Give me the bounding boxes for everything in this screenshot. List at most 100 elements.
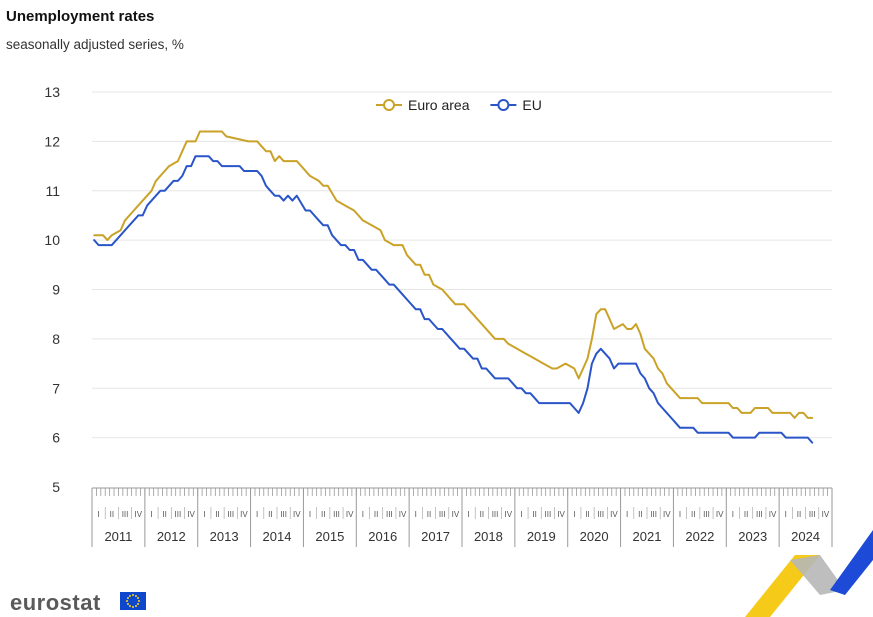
x-quarter-label: II [691,510,695,519]
x-quarter-label: II [532,510,536,519]
chart-title: Unemployment rates [6,8,155,25]
eurostat-logo: eurostat [10,590,101,615]
x-quarter-label: IV [716,510,724,519]
eu-flag-icon [120,592,146,610]
x-quarter-label: IV [822,510,830,519]
y-tick-label: 8 [52,331,60,347]
x-year-label: 2022 [685,529,714,544]
x-quarter-label: II [162,510,166,519]
x-quarter-label: II [638,510,642,519]
x-quarter-label: III [703,510,710,519]
y-tick-label: 10 [44,232,60,248]
x-quarter-label: I [256,510,258,519]
x-quarter-label: III [809,510,816,519]
x-year-label: 2021 [633,529,662,544]
x-year-label: 2019 [527,529,556,544]
y-tick-label: 9 [52,282,60,298]
flag-star [137,603,140,605]
x-quarter-label: IV [663,510,671,519]
x-year-label: 2014 [263,529,292,544]
x-quarter-label: III [227,510,234,519]
decor-ribbon-blue [830,530,873,595]
x-year-label: 2024 [791,529,820,544]
x-quarter-label: IV [240,510,248,519]
x-year-label: 2012 [157,529,186,544]
x-quarter-label: IV [399,510,407,519]
x-year-label: 2016 [368,529,397,544]
y-tick-label: 5 [52,479,60,495]
x-year-label: 2015 [315,529,344,544]
flag-star [137,597,140,599]
x-quarter-label: IV [769,510,777,519]
x-quarter-label: II [480,510,484,519]
x-quarter-label: IV [557,510,565,519]
y-tick-label: 7 [52,380,60,396]
x-quarter-label: III [545,510,552,519]
x-quarter-label: I [203,510,205,519]
legend-label-euro-area: Euro area [408,97,470,113]
x-quarter-label: II [374,510,378,519]
x-quarter-label: I [520,510,522,519]
x-year-label: 2020 [580,529,609,544]
x-quarter-label: II [268,510,272,519]
x-quarter-label: IV [187,510,195,519]
x-quarter-label: III [386,510,393,519]
x-quarter-label: III [333,510,340,519]
x-quarter-label: III [122,510,129,519]
legend-marker-euro-area [383,99,395,111]
x-quarter-label: I [573,510,575,519]
flag-star [126,603,129,605]
series-line-eu [93,155,814,444]
x-quarter-label: I [150,510,152,519]
x-quarter-label: III [650,510,657,519]
x-year-label: 2023 [738,529,767,544]
x-quarter-label: I [626,510,628,519]
legend-label-eu: EU [522,97,541,113]
x-quarter-label: II [215,510,219,519]
x-quarter-label: I [732,510,734,519]
x-quarter-label: II [744,510,748,519]
x-quarter-label: IV [504,510,512,519]
x-year-label: 2017 [421,529,450,544]
flag-star [126,600,128,602]
x-year-label: 2018 [474,529,503,544]
x-quarter-label: III [492,510,499,519]
flag-star [138,600,140,602]
x-quarter-label: III [175,510,182,519]
x-quarter-label: IV [134,510,142,519]
x-quarter-label: I [415,510,417,519]
flag-star [126,597,129,599]
flag-star [135,594,137,597]
x-quarter-label: I [362,510,364,519]
x-quarter-label: III [439,510,446,519]
x-quarter-label: I [97,510,99,519]
series-line-euro-area [93,130,814,419]
x-quarter-label: IV [610,510,618,519]
y-tick-label: 11 [45,183,60,199]
x-quarter-label: III [597,510,604,519]
flag-star [132,606,134,608]
x-quarter-label: III [756,510,763,519]
decor-ribbon-grey [790,555,845,595]
x-quarter-label: IV [346,510,354,519]
flag-star [129,605,131,608]
x-quarter-label: I [679,510,681,519]
x-year-label: 2013 [210,529,239,544]
flag-star [132,594,134,596]
y-tick-label: 6 [52,430,60,446]
x-quarter-label: IV [293,510,301,519]
x-quarter-label: II [110,510,114,519]
y-tick-label: 12 [44,133,60,149]
x-quarter-label: I [467,510,469,519]
x-quarter-label: II [321,510,325,519]
x-year-label: 2011 [104,529,132,544]
x-quarter-label: II [797,510,801,519]
x-quarter-label: II [427,510,431,519]
x-quarter-label: II [585,510,589,519]
y-tick-label: 13 [44,84,60,100]
x-quarter-label: I [785,510,787,519]
legend-marker-eu [497,99,510,111]
x-quarter-label: III [280,510,287,519]
flag-star [129,594,131,597]
